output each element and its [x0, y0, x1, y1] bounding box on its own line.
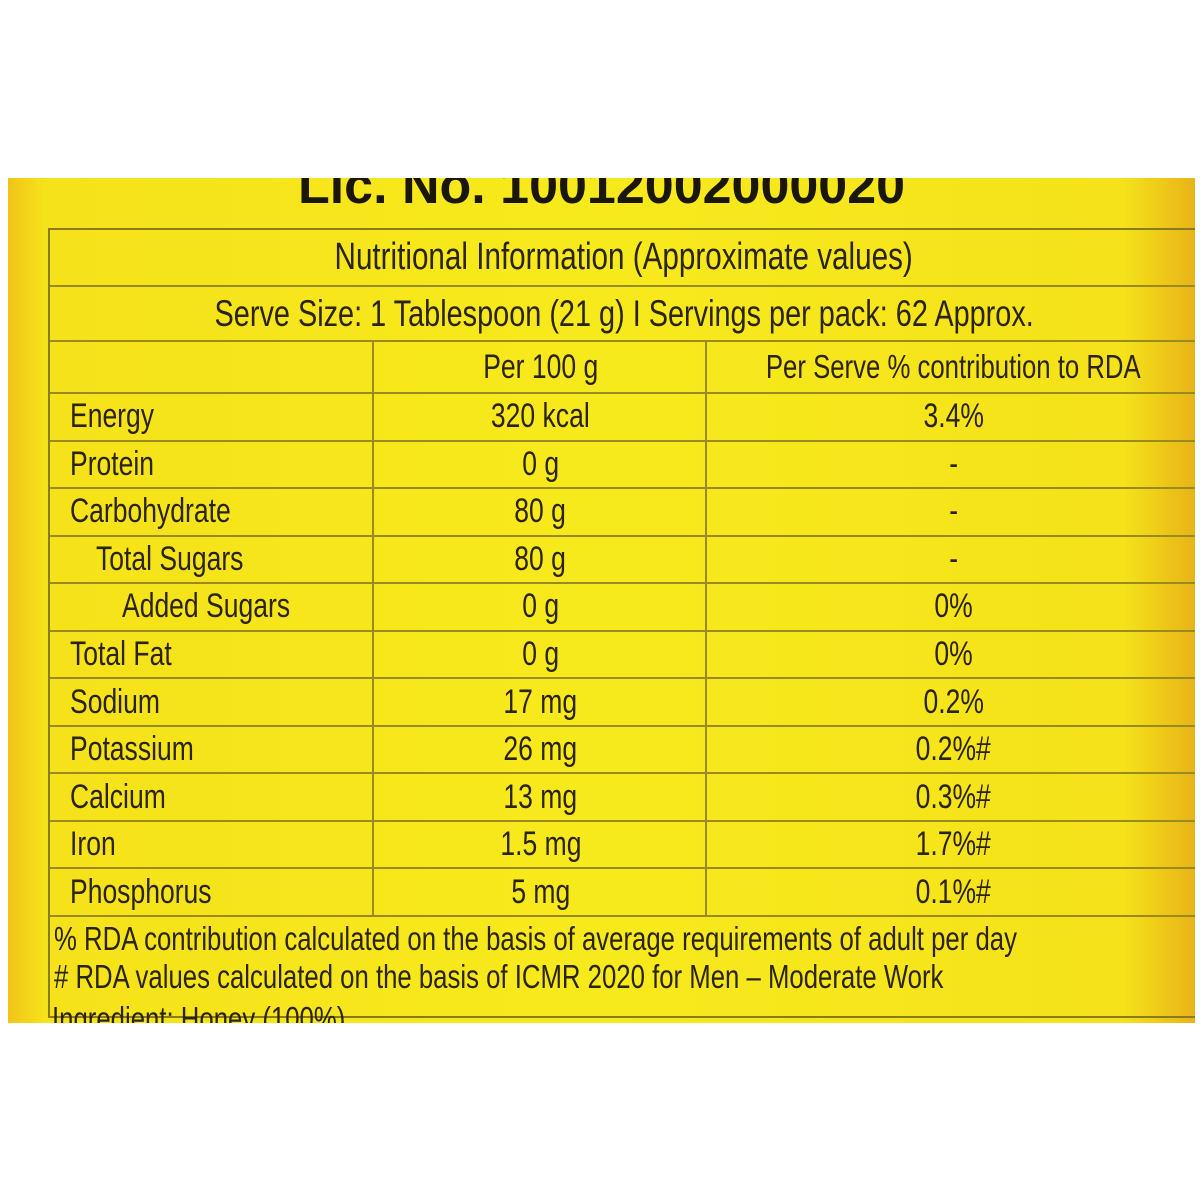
column-header-row: Per 100 g Per Serve % contribution to RD… [50, 342, 1195, 394]
column-header-rda: Per Serve % contribution to RDA [766, 348, 1141, 385]
nutrient-name: Carbohydrate [70, 492, 231, 531]
column-divider [705, 342, 707, 917]
table-title-row: Nutritional Information (Approximate val… [50, 230, 1195, 287]
nutrient-name: Added Sugars [122, 587, 291, 626]
nutrient-name: Phosphorus [70, 872, 212, 911]
rda-value: 0.1%# [915, 872, 992, 911]
footnote-rda: % RDA contribution calculated on the bas… [54, 920, 1017, 957]
nutrient-name: Protein [70, 444, 155, 483]
rda-value: - [949, 539, 958, 578]
footnote-icmr: # RDA values calculated on the basis of … [54, 958, 944, 995]
rda-value: 0.2% [923, 682, 984, 721]
per-100g-value: 0 g [522, 634, 559, 673]
per-100g-value: 320 kcal [491, 397, 590, 436]
table-row: Added Sugars 0 g 0% [50, 584, 1195, 632]
table-row: Energy 320 kcal 3.4% [50, 394, 1195, 442]
rda-value: - [949, 444, 958, 483]
table-row: Iron 1.5 mg 1.7%# [50, 822, 1195, 870]
table-title: Nutritional Information (Approximate val… [334, 236, 914, 278]
table-row: Potassium 26 mg 0.2%# [50, 727, 1195, 775]
rda-value: 0.2%# [915, 730, 992, 769]
table-row: Sodium 17 mg 0.2% [50, 679, 1195, 727]
per-100g-value: 13 mg [503, 777, 578, 816]
table-row: Calcium 13 mg 0.3%# [50, 774, 1195, 822]
nutrient-name: Total Sugars [96, 539, 244, 578]
serve-size-row: Serve Size: 1 Tablespoon (21 g) I Servin… [50, 287, 1195, 342]
rda-value: 0% [934, 587, 973, 626]
table-row: Total Sugars 80 g - [50, 537, 1195, 585]
column-divider [372, 342, 374, 917]
per-100g-value: 0 g [522, 444, 559, 483]
rda-value: 0% [934, 634, 973, 673]
nutrition-label: Lic. No. 10012002000020 Nutritional Info… [8, 178, 1195, 1023]
table-row: Total Fat 0 g 0% [50, 632, 1195, 680]
per-100g-value: 26 mg [503, 730, 578, 769]
nutrient-name: Potassium [70, 730, 194, 769]
nutrient-name: Calcium [70, 777, 166, 816]
per-100g-value: 17 mg [503, 682, 578, 721]
nutrition-table: Nutritional Information (Approximate val… [48, 228, 1195, 1018]
per-100g-value: 80 g [514, 539, 567, 578]
nutrient-name: Energy [70, 397, 155, 436]
nutrient-name: Iron [70, 825, 116, 864]
table-row: Protein 0 g - [50, 442, 1195, 490]
nutrient-name: Sodium [70, 682, 160, 721]
per-100g-value: 80 g [514, 492, 567, 531]
table-row: Carbohydrate 80 g - [50, 489, 1195, 537]
ingredient-text: Ingredient: Honey (100%) [52, 1000, 346, 1023]
per-100g-value: 0 g [522, 587, 559, 626]
nutrient-name: Total Fat [70, 634, 172, 673]
table-row: Phosphorus 5 mg 0.1%# [50, 869, 1195, 917]
serve-size: Serve Size: 1 Tablespoon (21 g) I Servin… [214, 292, 1034, 334]
per-100g-value: 1.5 mg [499, 825, 582, 864]
rda-value: 3.4% [923, 397, 984, 436]
column-header-per-100g: Per 100 g [482, 347, 598, 386]
rda-value: 1.7%# [915, 825, 992, 864]
rda-value: 0.3%# [915, 777, 992, 816]
rda-value: - [949, 492, 958, 531]
license-number: Lic. No. 10012002000020 [297, 178, 906, 215]
per-100g-value: 5 mg [511, 872, 570, 911]
